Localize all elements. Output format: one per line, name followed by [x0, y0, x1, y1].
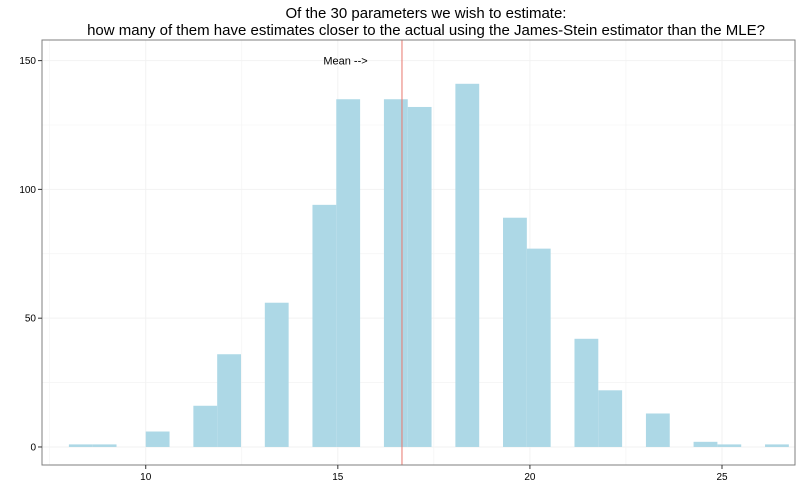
histogram-bar	[92, 444, 117, 447]
histogram-bar	[693, 441, 718, 447]
histogram-bar	[336, 99, 361, 447]
histogram-bar	[264, 302, 289, 447]
x-tick-label: 25	[716, 472, 728, 483]
histogram-bar	[717, 444, 742, 447]
y-tick-label: 0	[30, 442, 36, 453]
y-tick-label: 150	[19, 56, 36, 67]
mean-annotation: Mean -->	[323, 56, 367, 68]
histogram-bar	[193, 405, 218, 447]
x-tick-label: 20	[524, 472, 536, 483]
x-tick-label: 15	[332, 472, 344, 483]
histogram-bar	[574, 338, 599, 447]
histogram-bar	[455, 83, 480, 447]
histogram-bar	[217, 354, 242, 447]
y-tick-label: 50	[25, 314, 37, 325]
bars-group	[68, 83, 789, 447]
histogram-bar	[598, 390, 623, 447]
histogram-bar	[503, 217, 527, 447]
histogram-bar	[383, 99, 408, 447]
y-tick-label: 100	[19, 185, 36, 196]
x-tick-label: 10	[140, 472, 152, 483]
histogram-bar	[645, 413, 670, 447]
histogram-bar	[312, 204, 337, 447]
histogram-bar	[765, 444, 789, 447]
annotation-group: Mean -->	[323, 56, 367, 68]
histogram-bar	[407, 106, 432, 447]
histogram-bar	[68, 444, 93, 447]
chart-title-line-1: Of the 30 parameters we wish to estimate…	[286, 5, 567, 22]
axes-group: 10 15 20 25 0 50 100 150	[19, 56, 728, 483]
histogram-bar	[145, 431, 170, 447]
chart-title-line-2: how many of them have estimates closer t…	[87, 22, 765, 39]
histogram-bar	[526, 248, 551, 447]
panel-border	[41, 39, 796, 466]
